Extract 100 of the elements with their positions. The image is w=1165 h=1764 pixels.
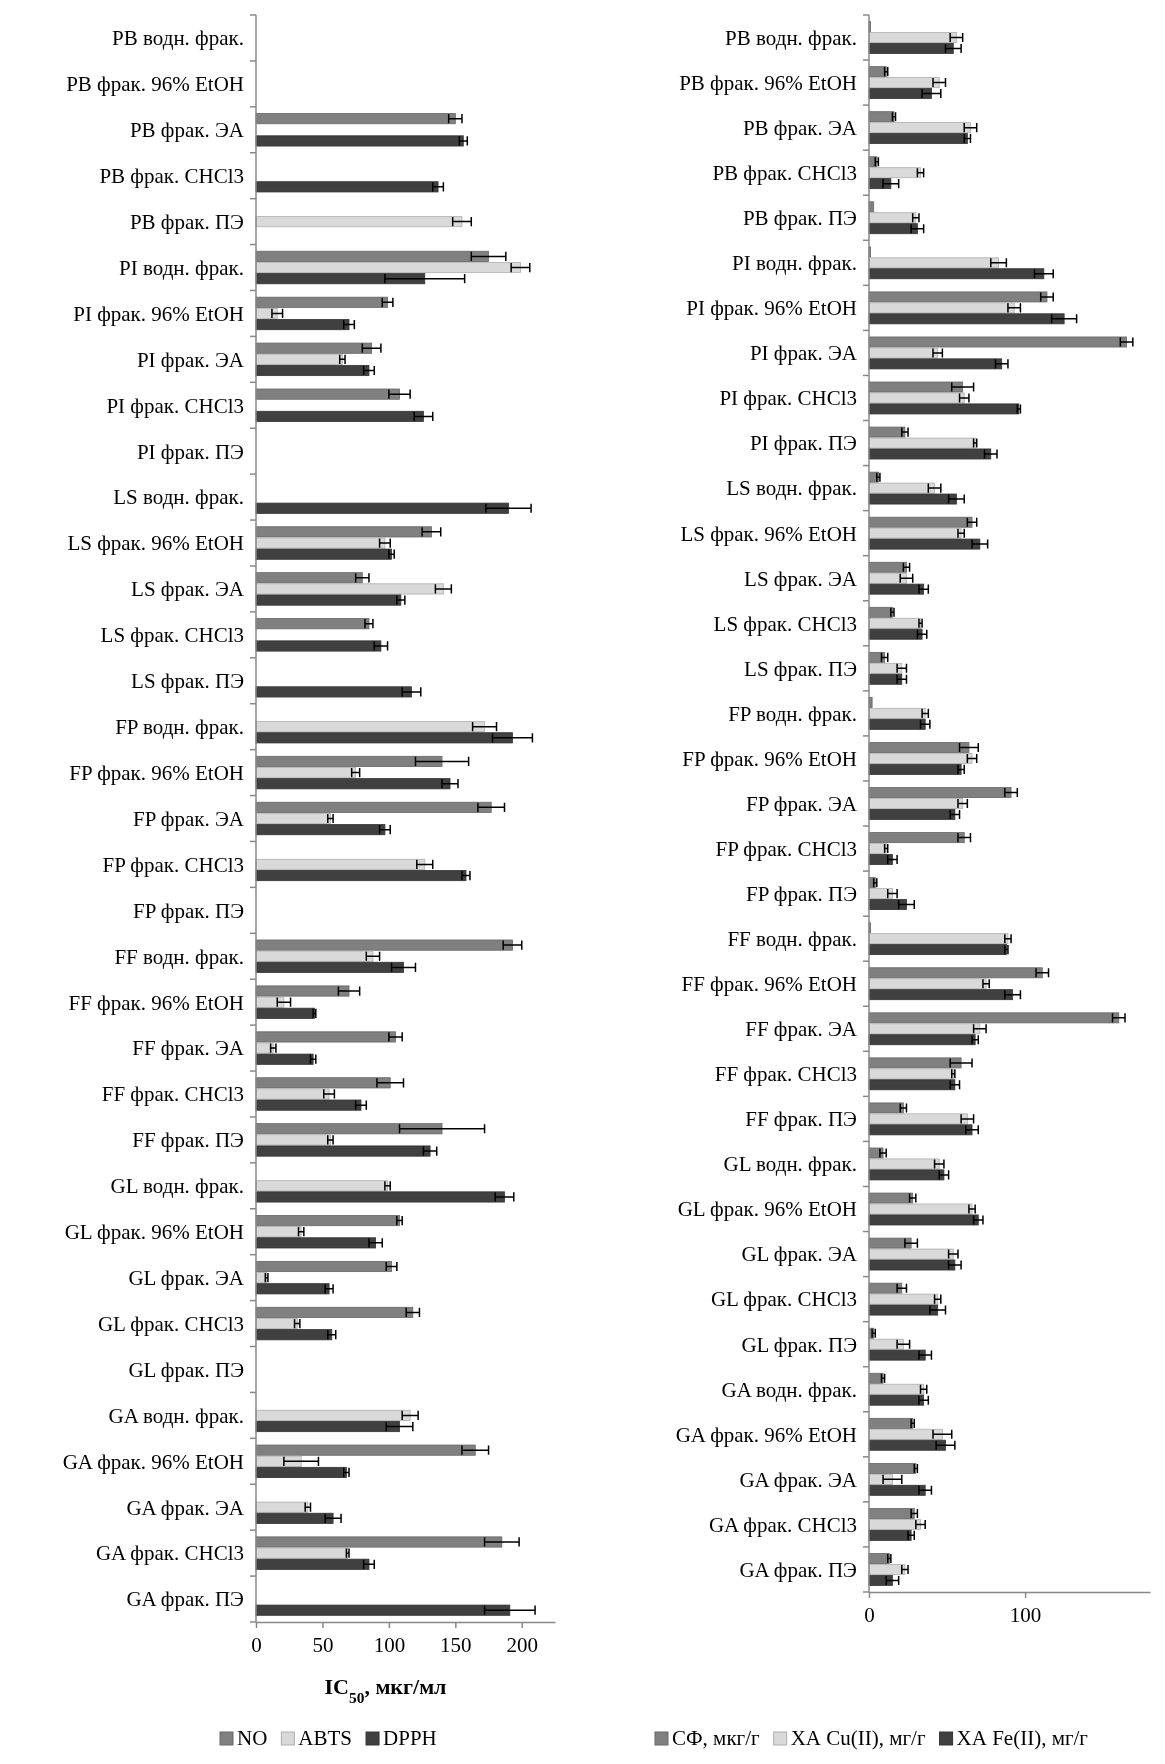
bar — [868, 538, 981, 550]
y-tick-label: FP фрак. 96% EtOH — [69, 760, 244, 785]
bar — [868, 88, 932, 99]
bar — [868, 662, 903, 674]
bar — [868, 1023, 981, 1035]
legend-label: ABTS — [298, 1726, 353, 1750]
bar — [868, 673, 903, 685]
bar — [255, 537, 386, 549]
bar — [868, 302, 1015, 314]
bar — [868, 753, 973, 764]
y-tick-label: FP фрак. CHCl3 — [102, 852, 244, 877]
bar — [255, 319, 350, 331]
y-tick-label: FF фрак. CHCl3 — [714, 1062, 857, 1087]
y-tick-label: FP фрак. ЭА — [133, 806, 245, 831]
bar — [255, 1547, 349, 1559]
bar — [868, 313, 1065, 325]
bar — [255, 1409, 411, 1421]
bar — [868, 1169, 945, 1181]
y-tick-label: PI фрак. CHCl3 — [106, 393, 244, 418]
bar — [255, 812, 331, 825]
bar — [868, 1158, 940, 1170]
bar — [255, 950, 374, 962]
bar — [868, 437, 976, 449]
y-tick-label: GA фрак. ЭА — [126, 1495, 245, 1520]
y-tick-label: PI фрак. ПЭ — [749, 431, 857, 456]
y-tick-label: FP водн. фрак. — [728, 701, 857, 726]
bar — [868, 223, 918, 235]
bar — [255, 1191, 505, 1203]
bar — [255, 732, 513, 744]
y-tick-label: FF фрак. ЭА — [132, 1036, 245, 1061]
bar — [868, 1214, 979, 1226]
y-tick-label: LS фрак. ЭА — [131, 577, 245, 602]
y-tick-label: PI фрак. 96% EtOH — [686, 296, 857, 321]
bar — [255, 1134, 331, 1146]
y-tick-label: GL фрак. CHCl3 — [97, 1311, 244, 1336]
y-tick-label: GL фрак. ЭА — [741, 1242, 858, 1267]
bar — [255, 1501, 309, 1513]
y-tick-label: PB фрак. 96% EtOH — [679, 70, 857, 95]
bar — [868, 1349, 926, 1361]
bar — [868, 899, 907, 910]
bar — [868, 1304, 939, 1316]
bar — [868, 1034, 976, 1046]
bar — [255, 870, 467, 882]
bar — [868, 77, 940, 89]
y-tick-label: PI фрак. ПЭ — [136, 439, 244, 464]
legend-label: DPPH — [383, 1726, 437, 1750]
y-tick-label: LS фрак. ПЭ — [744, 656, 857, 681]
legend-label: NO — [237, 1726, 268, 1750]
bar — [255, 353, 343, 365]
bar — [868, 32, 957, 43]
bar — [255, 1007, 315, 1019]
y-tick-label: GL водн. фрак. — [723, 1152, 857, 1177]
bar — [868, 448, 992, 460]
y-tick-label: GA фрак. CHCl3 — [708, 1512, 857, 1537]
bar — [868, 628, 923, 640]
bar — [255, 996, 285, 1008]
bar — [868, 843, 887, 854]
y-tick-label: GL фрак. 96% EtOH — [677, 1197, 857, 1222]
y-tick-label: GA фрак. ЭА — [739, 1467, 858, 1492]
bar — [868, 1113, 968, 1125]
bar — [868, 268, 1045, 280]
bar — [868, 1428, 943, 1440]
y-tick-label: PI фрак. 96% EtOH — [73, 301, 244, 326]
bar — [255, 1145, 431, 1157]
y-tick-label: LS фрак. CHCl3 — [100, 623, 244, 648]
y-tick-label: GA фрак. 96% EtOH — [675, 1422, 857, 1447]
y-tick-label: FF водн. фрак. — [727, 927, 857, 952]
bar — [868, 989, 1014, 1001]
y-tick-label: FF фрак. 96% EtOH — [681, 972, 857, 997]
bar — [255, 1237, 376, 1249]
bar — [868, 212, 917, 224]
y-tick-label: FF фрак. ЭА — [745, 1017, 858, 1042]
y-tick-label: FF фрак. CHCl3 — [101, 1082, 244, 1107]
bar — [868, 1439, 946, 1451]
y-tick-label: PB фрак. ПЭ — [742, 206, 857, 231]
bar — [255, 583, 444, 595]
bar — [868, 1259, 956, 1271]
bar — [255, 135, 464, 147]
y-tick-label: PB фрак. CHCl3 — [99, 164, 244, 189]
bar — [868, 809, 956, 820]
y-tick-label: FF фрак. 96% EtOH — [68, 990, 244, 1015]
y-tick-label: GL фрак. ЭА — [128, 1265, 245, 1290]
bar — [868, 1203, 973, 1215]
bar — [868, 707, 926, 719]
y-tick-label: GA фрак. ПЭ — [739, 1557, 857, 1582]
bar — [255, 216, 463, 228]
bar — [255, 1226, 302, 1238]
legend-label: ХА Cu(II), мг/г — [790, 1726, 926, 1750]
bar — [868, 1564, 906, 1575]
y-tick-label: FP фрак. ПЭ — [133, 898, 244, 923]
bar — [868, 122, 971, 134]
bar — [868, 617, 921, 629]
bar — [868, 718, 926, 730]
bar — [868, 392, 965, 404]
y-tick-label: GL водн. фрак. — [110, 1174, 244, 1199]
bar — [255, 1512, 334, 1524]
bar — [868, 527, 962, 539]
bar — [868, 403, 1020, 415]
bar — [868, 944, 1007, 956]
x-tick-label: 150 — [440, 1633, 472, 1657]
